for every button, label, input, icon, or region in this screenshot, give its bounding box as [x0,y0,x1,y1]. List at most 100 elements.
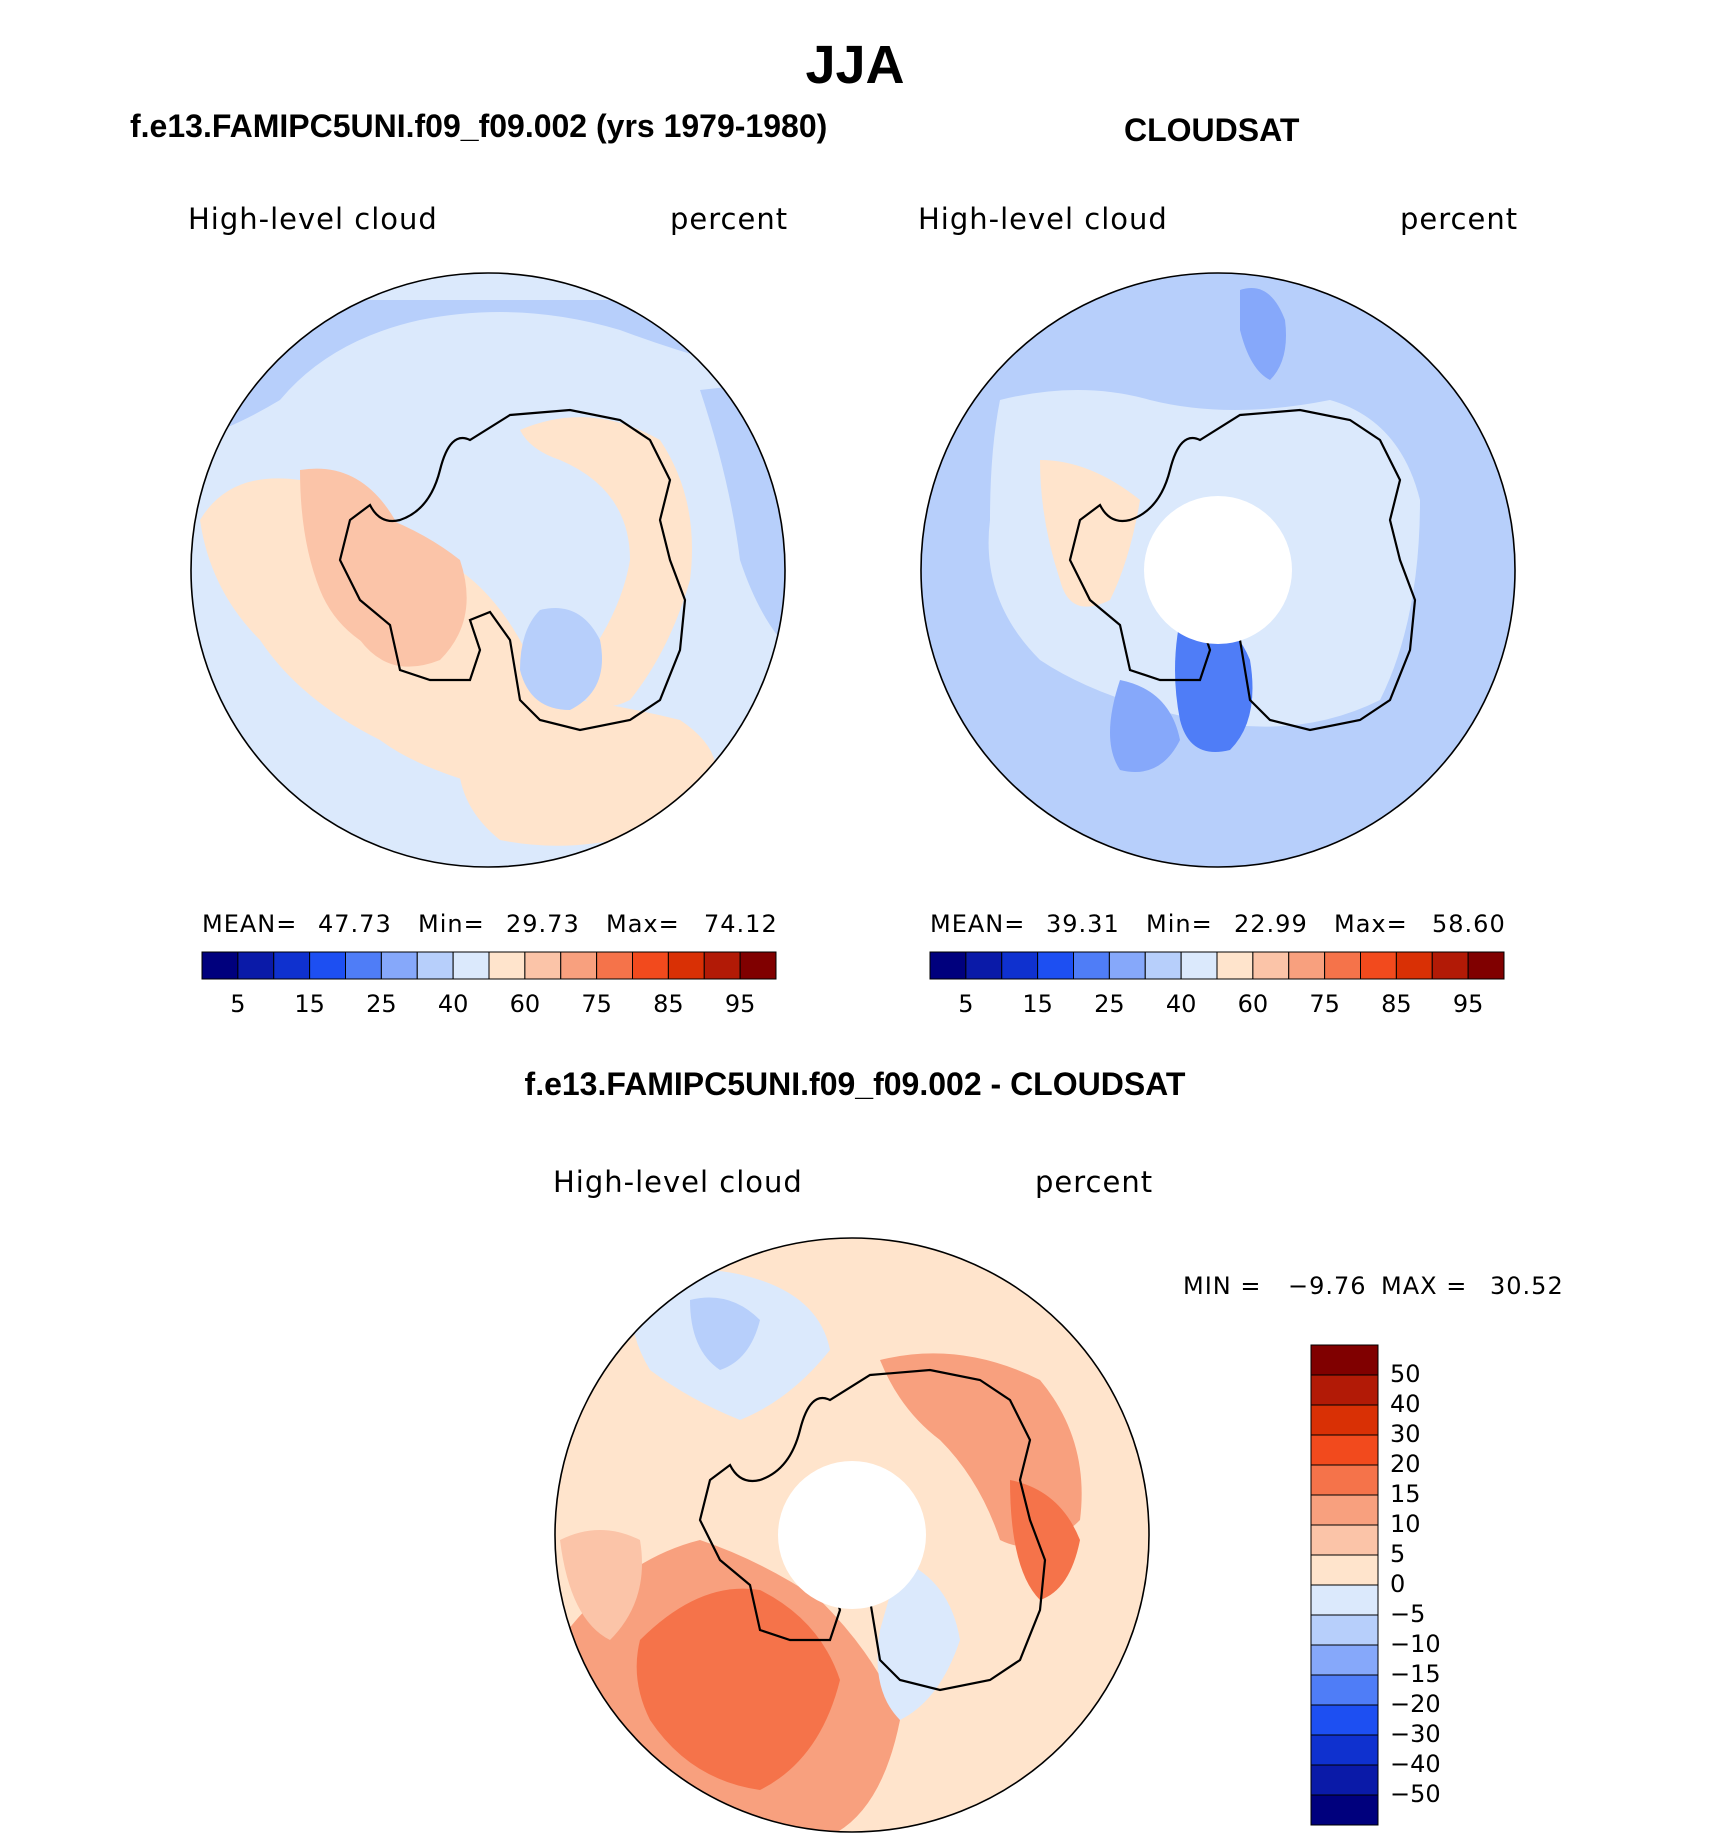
colorbar-0-tick-label: 15 [294,990,325,1018]
colorbar-1-swatch-1 [965,951,1003,980]
colorbar-0-swatch-5 [380,951,418,980]
bottom-map-border [554,1237,1150,1833]
colorbar-0-swatch-0 [201,951,239,980]
right-map [920,272,1516,868]
bottom-min-label: MIN = [1183,1272,1262,1300]
colorbar-1-swatch-8 [1216,951,1254,980]
bottom-region-salmon-west [560,1530,642,1640]
colorbar-1-tick-label: 5 [958,990,974,1018]
colorbar-0-swatch-4 [345,951,382,980]
colorbar-2-swatch-11 [1310,1674,1379,1706]
colorbar-0-swatch-9 [524,951,562,980]
colorbar-1-swatch-9 [1252,951,1290,980]
left-max-value: 74.12 [704,910,778,938]
right-region-blue [1175,618,1253,752]
colorbar-2-tick-label: −40 [1390,1750,1441,1778]
colorbar-2-swatch-0 [1310,1344,1379,1376]
colorbar-0-swatch-12 [632,951,669,980]
colorbar-2-swatch-3 [1310,1434,1379,1466]
bottom-pole-hole [778,1461,926,1609]
colorbar-1-swatch-7 [1180,951,1218,980]
left-max-label: Max= [606,910,680,938]
colorbar-0-swatch-2 [273,951,311,980]
colorbar-0-swatch-13 [667,951,705,980]
colorbar-2-tick-label: −15 [1390,1660,1441,1688]
colorbar-2-swatch-5 [1310,1494,1379,1526]
left-units-label: percent [670,202,789,236]
colorbar-2-tick-label: −20 [1390,1690,1441,1718]
colorbar-1-tick-label: 40 [1165,990,1197,1018]
colorbar-1-swatch-6 [1144,951,1182,980]
colorbar-2-tick-label: −10 [1390,1630,1441,1658]
right-pole-hole [1144,496,1292,644]
colorbar-1-swatch-13 [1395,951,1433,980]
colorbar-1-swatch-14 [1431,951,1469,980]
bottom-max-label: MAX = [1381,1272,1468,1300]
colorbar-0-tick-label: 60 [509,990,541,1018]
colorbar-2-swatch-10 [1310,1644,1379,1676]
left-map [190,272,786,868]
colorbar-1-swatch-12 [1360,951,1397,980]
colorbar-0-tick-label: 95 [724,990,756,1018]
right-max-value: 58.60 [1432,910,1506,938]
colorbar-1-swatch-10 [1288,951,1326,980]
colorbar-0-tick-label: 85 [653,990,684,1018]
colorbar-1-tick-label: 85 [1381,990,1412,1018]
colorbar-1-tick-label: 15 [1022,990,1053,1018]
bottom-variable-label: High-level cloud [553,1165,803,1199]
left-antarctica-coastline [338,408,687,732]
colorbar-0-swatch-1 [237,951,275,980]
left-band-outer [191,300,785,440]
left-variable-label: High-level cloud [188,202,438,236]
bottom-max-value: 30.52 [1490,1272,1564,1300]
colorbar-0-swatch-3 [309,951,346,980]
colorbar-2-tick-label: 20 [1390,1450,1421,1478]
right-mean-value: 39.31 [1046,910,1120,938]
right-variable-label: High-level cloud [918,202,1168,236]
colorbar-2-swatch-14 [1310,1764,1379,1796]
colorbar-1-tick-label: 60 [1237,990,1269,1018]
colorbar-2-tick-label: 30 [1390,1420,1421,1448]
colorbar-1-swatch-11 [1324,951,1361,980]
colorbar-2-tick-label: −5 [1390,1600,1426,1628]
season-title: JJA [805,35,905,95]
bottom-units-label: percent [1035,1165,1154,1199]
left-map-border [190,272,786,868]
colorbar-1-swatch-15 [1467,951,1505,980]
bottom-map [554,1237,1150,1833]
colorbar-2-tick-label: 15 [1390,1480,1421,1508]
left-min-value: 29.73 [506,910,580,938]
right-units-label: percent [1400,202,1519,236]
colorbar-0-tick-label: 75 [581,990,612,1018]
colorbar-2-swatch-4 [1310,1464,1379,1496]
colorbar-2-tick-label: 50 [1390,1360,1421,1388]
colorbar-0-tick-label: 25 [366,990,397,1018]
bottom-antarctica-coastline [698,1368,1047,1692]
colorbar-0-swatch-7 [452,951,490,980]
left-region-salmon-inner [300,468,440,660]
colorbar-1-tick-label: 75 [1309,990,1340,1018]
panel-left-title: f.e13.FAMIPC5UNI.f09_f09.002 (yrs 1979-1… [130,108,828,144]
right-region-north-blue [1240,288,1286,380]
colorbar-0-tick-label: 5 [230,990,246,1018]
right-min-label: Min= [1146,910,1213,938]
colorbar-1-tick-label: 95 [1452,990,1484,1018]
colorbar-2-tick-label: 40 [1390,1390,1421,1418]
left-mean-value: 47.73 [318,910,392,938]
colorbar-2-tick-label: −50 [1390,1780,1441,1808]
right-mean-label: MEAN= [930,910,1026,938]
colorbar-2-swatch-2 [1310,1404,1379,1436]
bottom-region-blue-north [690,1297,760,1370]
colorbar-2-swatch-8 [1310,1584,1379,1616]
colorbar-2-swatch-7 [1310,1554,1379,1586]
left-mean-label: MEAN= [202,910,298,938]
right-region-peach [1040,460,1140,607]
colorbar-0-swatch-6 [416,951,454,980]
colorbar-2-swatch-13 [1310,1734,1379,1766]
right-max-label: Max= [1334,910,1408,938]
colorbars [201,951,1505,1826]
colorbar-2-swatch-15 [1310,1794,1379,1826]
panel-bottom-title: f.e13.FAMIPC5UNI.f09_f09.002 - CLOUDSAT [524,1066,1186,1102]
panel-right-title: CLOUDSAT [1124,112,1300,148]
